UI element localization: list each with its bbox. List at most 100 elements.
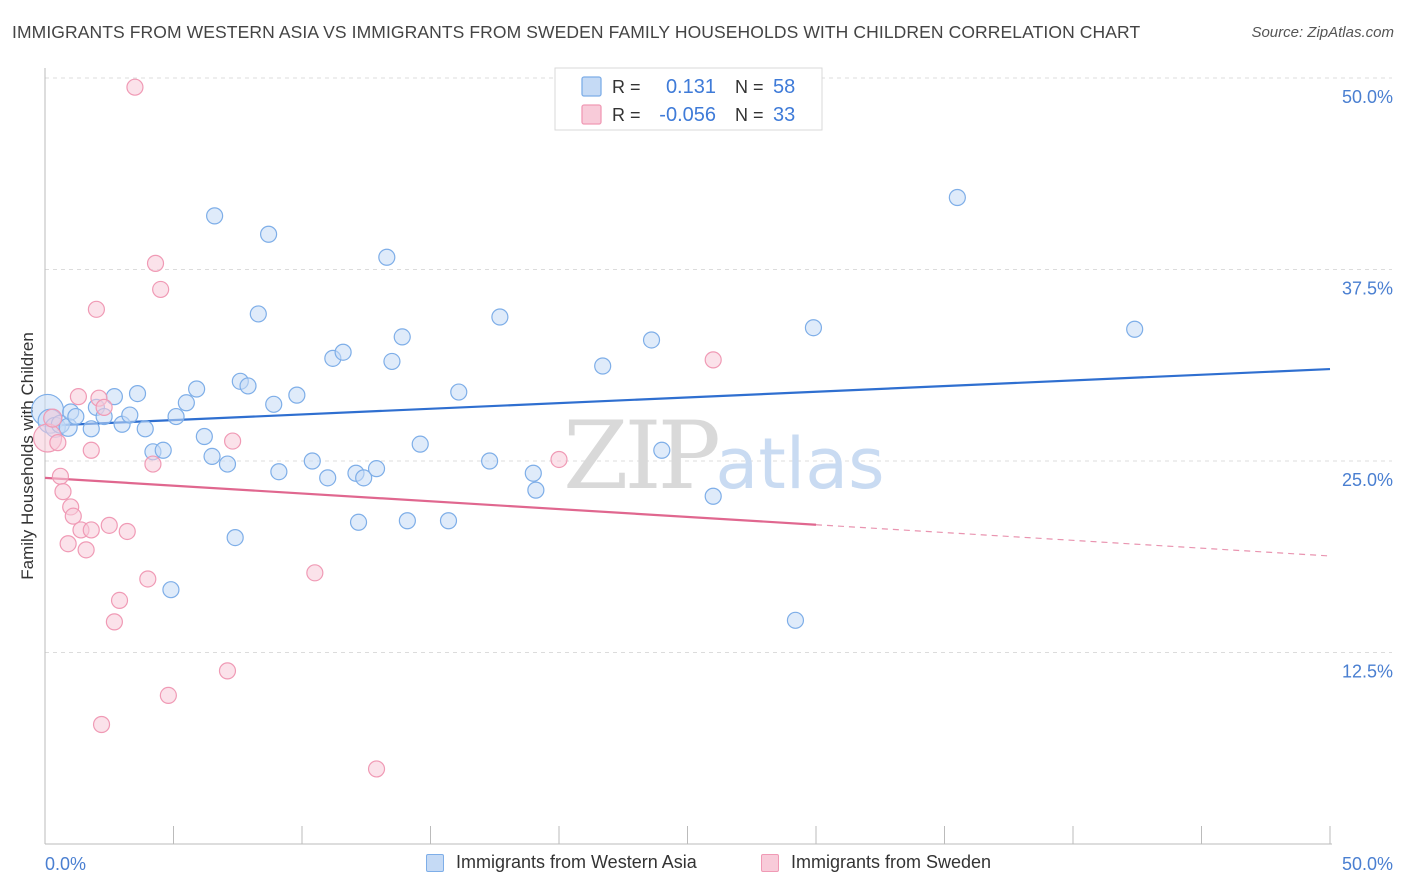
legend-label-western-asia: Immigrants from Western Asia — [456, 852, 697, 872]
stats-legend-swatch — [581, 76, 602, 97]
point-western-asia — [653, 441, 671, 459]
point-western-asia — [136, 420, 154, 438]
point-western-asia — [439, 512, 458, 530]
point-sweden — [51, 467, 70, 485]
point-western-asia — [226, 528, 244, 547]
point-western-asia — [319, 469, 337, 487]
point-sweden — [59, 535, 77, 553]
point-western-asia — [249, 305, 267, 323]
point-sweden — [126, 78, 144, 96]
gridlines — [45, 77, 1392, 653]
point-western-asia — [303, 452, 321, 470]
point-western-asia — [349, 513, 368, 531]
point-western-asia — [259, 225, 278, 243]
point-sweden — [82, 521, 100, 539]
point-western-asia — [265, 395, 283, 413]
trend-line-sweden-extension — [815, 524, 1331, 557]
stats-legend-n-label: N = — [735, 105, 764, 125]
stats-legend-r-value: 0.131 — [666, 76, 716, 98]
stats-legend-r-label: R = — [612, 105, 641, 125]
point-western-asia — [128, 384, 147, 403]
point-western-asia — [948, 188, 966, 207]
point-western-asia — [786, 611, 805, 629]
y-tick-label: 12.5% — [1342, 662, 1393, 682]
legend-swatch-western-asia — [426, 853, 444, 872]
point-sweden — [152, 280, 170, 299]
legend-item-sweden[interactable]: Immigrants from Sweden — [761, 852, 991, 873]
point-sweden — [306, 564, 324, 582]
point-western-asia — [270, 463, 288, 481]
stats-legend-n-label: N = — [735, 77, 764, 97]
point-sweden — [95, 398, 113, 416]
point-sweden — [218, 662, 237, 680]
point-sweden — [550, 450, 568, 469]
data-points — [30, 78, 1144, 778]
point-sweden — [69, 388, 88, 406]
point-sweden — [92, 715, 111, 734]
watermark-zip: ZIP — [563, 402, 717, 511]
tick-labels: 12.5% 25.0% 37.5% 50.0% 0.0% 50.0% — [45, 87, 1393, 874]
stats-legend-r-value: -0.056 — [659, 104, 716, 126]
point-western-asia — [162, 581, 180, 599]
y-tick-label: 37.5% — [1342, 279, 1393, 299]
point-western-asia — [450, 383, 468, 401]
point-sweden — [87, 300, 106, 318]
point-western-asia — [218, 455, 237, 473]
stats-legend: R = 0.131 N = 58 R = -0.056 N = 33 — [554, 67, 823, 131]
point-western-asia — [195, 427, 213, 446]
point-western-asia — [82, 420, 100, 438]
point-sweden — [146, 254, 165, 272]
legend-label-sweden: Immigrants from Sweden — [791, 852, 992, 872]
point-sweden — [77, 541, 95, 559]
point-sweden — [100, 516, 118, 534]
point-sweden — [105, 613, 123, 631]
point-western-asia — [1126, 320, 1144, 338]
point-western-asia — [177, 394, 195, 412]
x-tick-label-left: 0.0% — [45, 854, 86, 874]
point-western-asia — [367, 460, 386, 478]
stats-legend-r-label: R = — [612, 77, 641, 97]
point-sweden — [704, 351, 722, 369]
point-sweden — [64, 507, 82, 525]
point-western-asia — [167, 407, 185, 426]
y-tick-label: 25.0% — [1342, 470, 1393, 490]
point-western-asia — [491, 308, 509, 326]
trend-line-western-asia — [44, 367, 1331, 427]
point-sweden — [54, 483, 72, 501]
point-sweden — [43, 408, 63, 428]
point-sweden — [49, 434, 67, 452]
point-western-asia — [481, 452, 499, 470]
stats-legend-swatch — [581, 104, 602, 125]
axes — [44, 68, 1332, 845]
point-western-asia — [239, 377, 257, 395]
point-western-asia — [121, 406, 139, 424]
point-western-asia — [355, 469, 373, 487]
bottom-legend: Immigrants from Western Asia Immigrants … — [0, 852, 1406, 878]
point-sweden — [159, 686, 177, 704]
point-western-asia — [594, 357, 612, 375]
point-sweden — [144, 455, 162, 473]
point-western-asia — [527, 481, 545, 499]
point-western-asia — [411, 435, 429, 453]
y-tick-label: 50.0% — [1342, 87, 1393, 107]
point-western-asia — [188, 380, 206, 398]
point-western-asia — [393, 328, 411, 346]
point-sweden — [110, 591, 129, 610]
point-western-asia — [288, 386, 306, 404]
point-western-asia — [398, 512, 416, 530]
point-western-asia — [203, 447, 221, 466]
point-western-asia — [334, 343, 352, 361]
legend-item-western-asia[interactable]: Immigrants from Western Asia — [426, 852, 697, 873]
point-western-asia — [67, 407, 85, 426]
chart-source: Source: ZipAtlas.com — [1251, 24, 1394, 41]
x-tick-label-right: 50.0% — [1342, 854, 1393, 874]
stats-legend-n-value: 33 — [773, 104, 795, 126]
point-western-asia — [804, 319, 823, 337]
point-sweden — [118, 522, 136, 541]
point-western-asia — [383, 352, 401, 371]
point-western-asia — [704, 487, 722, 505]
chart-title: IMMIGRANTS FROM WESTERN ASIA VS IMMIGRAN… — [12, 22, 1141, 42]
point-sweden — [367, 760, 386, 778]
legend-swatch-sweden — [761, 853, 779, 872]
